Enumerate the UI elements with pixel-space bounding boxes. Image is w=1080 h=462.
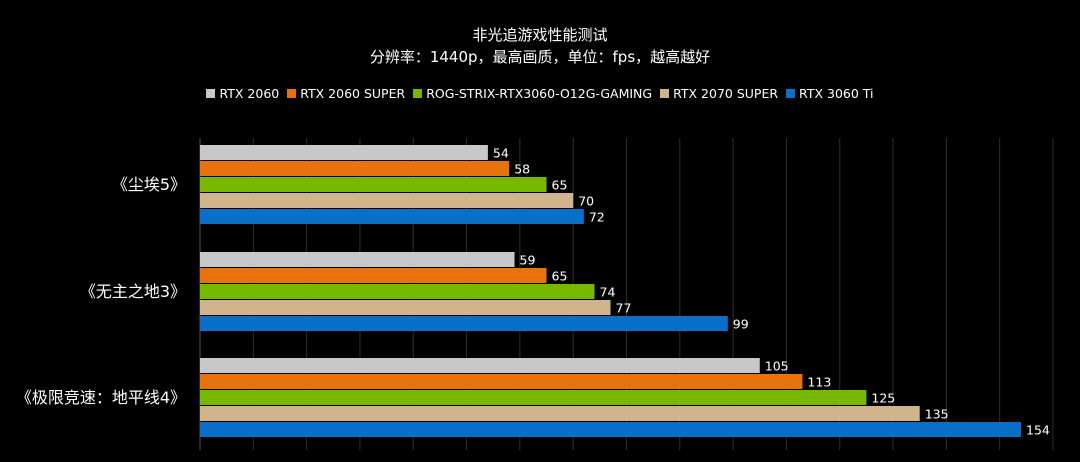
legend-swatch <box>413 89 423 98</box>
data-label: 59 <box>520 253 536 268</box>
legend-swatch <box>206 89 216 98</box>
data-label: 99 <box>733 317 749 332</box>
chart-title-block: 非光追游戏性能测试 分辨率：1440p，最高画质，单位：fps，越高越好 <box>0 24 1080 68</box>
data-label: 77 <box>616 301 632 316</box>
bar <box>200 406 920 421</box>
bar <box>200 145 488 160</box>
bar <box>200 161 510 176</box>
legend-swatch <box>287 89 297 98</box>
bar <box>200 358 760 373</box>
data-label: 113 <box>807 375 831 390</box>
category-label: 《无主之地3》 <box>80 282 186 301</box>
chart-subtitle: 分辨率：1440p，最高画质，单位：fps，越高越好 <box>369 48 711 66</box>
category-label: 《极限竞速：地平线4》 <box>16 388 186 407</box>
bar <box>200 193 574 208</box>
legend-item: RTX 3060 Ti <box>786 86 874 101</box>
legend-swatch <box>786 89 796 98</box>
category-label: 《尘埃5》 <box>112 175 186 194</box>
data-label: 125 <box>871 391 895 406</box>
data-label: 74 <box>600 285 616 300</box>
legend-swatch <box>660 89 670 98</box>
bar <box>200 209 584 224</box>
data-label: 58 <box>514 162 530 177</box>
bar <box>200 374 803 389</box>
data-label: 105 <box>765 359 789 374</box>
chart-legend: RTX 2060 RTX 2060 SUPER ROG-STRIX-RTX306… <box>0 86 1080 101</box>
data-label: 65 <box>552 178 568 193</box>
data-label: 54 <box>493 146 509 161</box>
data-label: 65 <box>552 269 568 284</box>
legend-item: RTX 2060 <box>206 86 279 101</box>
data-label: 135 <box>925 407 949 422</box>
bar <box>200 300 611 315</box>
bar <box>200 268 547 283</box>
legend-label: RTX 2070 SUPER <box>673 86 779 101</box>
bar <box>200 316 728 331</box>
data-label: 72 <box>589 210 605 225</box>
legend-label: RTX 3060 Ti <box>799 86 874 101</box>
bar <box>200 177 547 192</box>
bar <box>200 252 515 267</box>
legend-item: ROG-STRIX-RTX3060-O12G-GAMING <box>413 86 652 101</box>
chart-title: 非光追游戏性能测试 <box>472 26 608 44</box>
legend-label: RTX 2060 <box>219 86 280 101</box>
legend-label: RTX 2060 SUPER <box>300 86 406 101</box>
data-label: 154 <box>1026 423 1050 438</box>
bar <box>200 284 595 299</box>
data-label: 70 <box>578 194 594 209</box>
legend-item: RTX 2070 SUPER <box>660 86 778 101</box>
bar <box>200 422 1022 437</box>
legend-label: ROG-STRIX-RTX3060-O12G-GAMING <box>426 86 653 101</box>
legend-item: RTX 2060 SUPER <box>287 86 405 101</box>
bar <box>200 390 867 405</box>
